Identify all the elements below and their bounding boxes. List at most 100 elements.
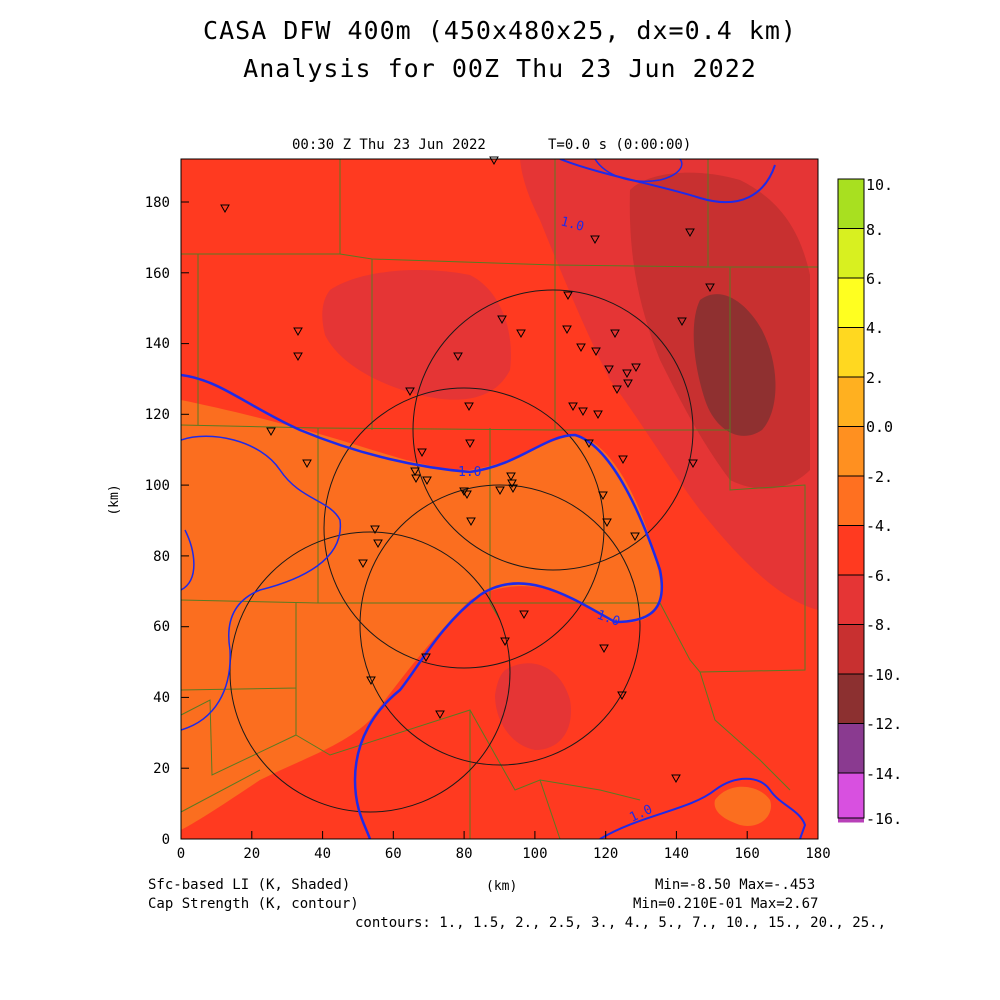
station-marker <box>417 448 427 458</box>
y-tick-label: 20 <box>153 761 170 777</box>
contour-1-0-west-lobe <box>181 529 195 591</box>
colorbar-label: -4. <box>866 517 893 535</box>
county-boundaries <box>181 159 818 839</box>
forecast-time: T=0.0 s (0:00:00) <box>548 137 692 153</box>
y-tick-label: 80 <box>153 549 170 565</box>
x-tick-label: 180 <box>805 846 830 862</box>
colorbar-label: -10. <box>866 666 902 684</box>
station-marker <box>421 653 431 663</box>
station-marker <box>599 644 609 654</box>
station-marker <box>453 352 463 362</box>
station-marker <box>685 228 695 238</box>
colorbar-label: -6. <box>866 567 893 585</box>
station-marker <box>623 379 633 389</box>
station-marker <box>410 467 420 477</box>
station-marker <box>293 327 303 337</box>
contour-1-0-inner-top <box>594 159 683 182</box>
colorbar-label: 10. <box>866 176 893 194</box>
station-marker <box>630 532 640 542</box>
station-marker <box>220 204 230 214</box>
station-marker <box>370 525 380 535</box>
colorbar-label: -14. <box>866 765 902 783</box>
radar-ring-e <box>359 484 641 766</box>
li-region-minus8-to-minus10 <box>693 294 776 436</box>
radar-ring-central <box>323 387 605 669</box>
x-tick-label: 0 <box>177 846 185 862</box>
station-marker <box>464 402 474 412</box>
station-marker <box>293 352 303 362</box>
station-marker <box>671 774 681 784</box>
contour-field-label: Cap Strength (K, contour) <box>148 896 359 912</box>
station-marker <box>562 325 572 335</box>
station-marker <box>373 539 383 549</box>
station-markers <box>220 156 715 784</box>
station-marker <box>677 317 687 327</box>
station-marker <box>497 315 507 325</box>
map-title: CASA DFW 400m (450x480x25, dx=0.4 km) <box>203 16 797 45</box>
station-marker <box>612 385 622 395</box>
contour-1-0-top <box>559 159 776 204</box>
station-marker <box>598 491 608 501</box>
contour-label: 1.0 <box>559 214 586 235</box>
station-marker <box>617 691 627 701</box>
station-marker <box>610 329 620 339</box>
x-tick-label: 40 <box>314 846 331 862</box>
y-tick-labels: 0 20 40 60 80 100 120 140 160 180 <box>145 195 170 848</box>
station-marker <box>705 283 715 293</box>
station-marker <box>507 479 517 489</box>
station-marker <box>465 439 475 449</box>
station-marker <box>435 710 445 720</box>
station-marker <box>422 476 432 486</box>
colorbar-label: -8. <box>866 616 893 634</box>
station-marker <box>358 559 368 569</box>
station-marker <box>516 329 526 339</box>
contour-1-0-se <box>599 777 807 839</box>
station-marker <box>584 439 594 449</box>
station-marker <box>489 156 499 166</box>
y-tick-label: 0 <box>162 832 170 848</box>
station-marker <box>508 484 518 494</box>
y-tick-label: 120 <box>145 407 170 423</box>
colorbar-label: -16. <box>866 810 902 828</box>
station-marker <box>602 518 612 528</box>
axis-ticks <box>180 201 819 839</box>
station-marker <box>302 459 312 469</box>
x-tick-label: 120 <box>593 846 618 862</box>
colorbar-label: 6. <box>866 270 884 288</box>
colorbar-label: 2. <box>866 369 884 387</box>
contour-minmax: Min=0.210E-01 Max=2.67 <box>633 896 819 912</box>
cap-strength-contours <box>181 159 807 839</box>
station-marker <box>590 235 600 245</box>
x-axis-label: (km) <box>486 879 518 894</box>
y-axis-label: (km) <box>107 484 122 515</box>
station-marker <box>266 427 276 437</box>
shaded-minmax: Min=-8.50 Max=-.453 <box>655 877 816 893</box>
station-marker <box>576 343 586 353</box>
li-region-0-to-minus2 <box>181 400 661 830</box>
x-tick-labels: 0 20 40 60 80 100 120 140 160 180 <box>177 846 831 862</box>
x-tick-label: 140 <box>664 846 689 862</box>
y-tick-label: 60 <box>153 619 170 635</box>
x-tick-label: 100 <box>522 846 547 862</box>
map-subtitle: Analysis for 00Z Thu 23 Jun 2022 <box>243 54 757 83</box>
y-tick-label: 140 <box>145 336 170 352</box>
contour-1-0-west <box>181 435 341 731</box>
colorbar-label: 8. <box>866 221 884 239</box>
station-marker <box>578 407 588 417</box>
y-tick-label: 100 <box>145 478 170 494</box>
colorbar-label: 0.0 <box>866 418 893 436</box>
station-marker <box>591 347 601 357</box>
station-marker <box>568 402 578 412</box>
contour-label: 1.0 <box>458 465 481 480</box>
x-tick-label: 60 <box>385 846 402 862</box>
station-marker <box>688 459 698 469</box>
colorbar <box>837 178 865 823</box>
station-marker <box>593 410 603 420</box>
x-tick-label: 20 <box>243 846 260 862</box>
plot-frame <box>180 158 819 840</box>
station-marker <box>604 365 614 375</box>
x-tick-label: 80 <box>456 846 473 862</box>
y-tick-label: 160 <box>145 266 170 282</box>
station-marker <box>519 610 529 620</box>
